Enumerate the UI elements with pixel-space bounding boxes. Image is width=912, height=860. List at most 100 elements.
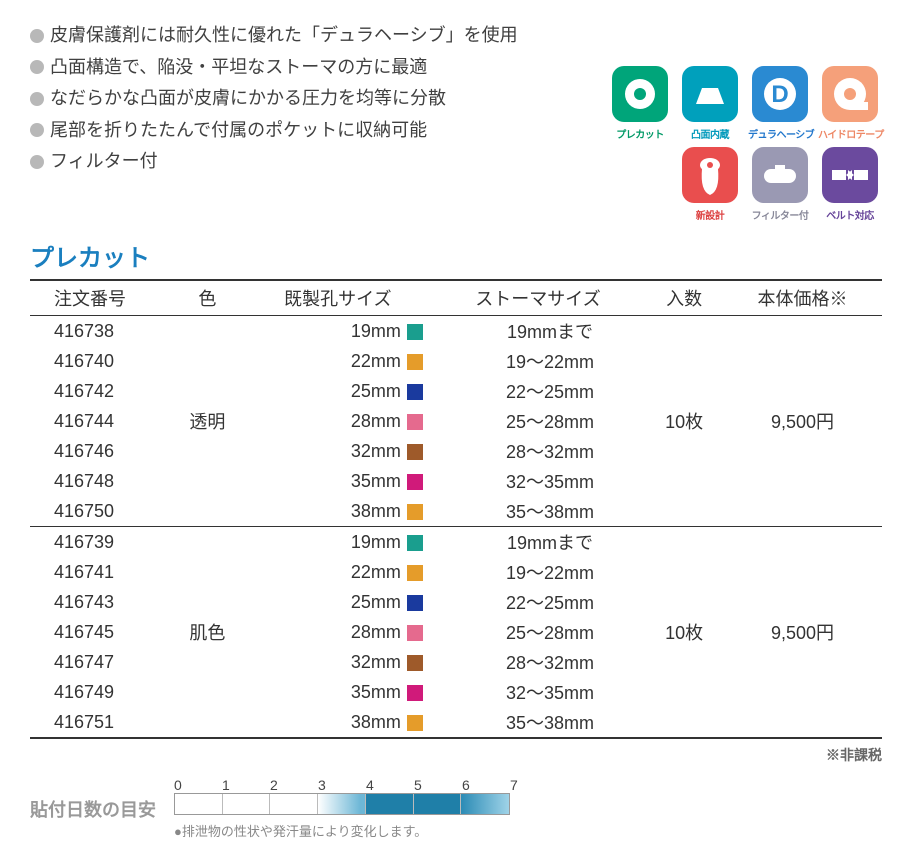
color-swatch xyxy=(407,595,423,611)
feature-icon-item: フィルター付 xyxy=(748,147,812,222)
order-number: 416739 xyxy=(30,527,170,558)
hole-size-cell: 32mm xyxy=(245,647,431,677)
凸面内蔵-icon xyxy=(682,66,738,122)
color-swatch xyxy=(407,535,423,551)
price-cell: 9,500円 xyxy=(723,316,882,527)
stoma-size-cell: 28～32mm xyxy=(431,647,645,677)
days-tick: 4 xyxy=(366,777,414,793)
feature-bullet: 尾部を折りたたんで付属のポケットに収納可能 xyxy=(30,115,592,147)
hole-size-cell: 35mm xyxy=(245,677,431,707)
days-segment xyxy=(366,794,414,814)
color-swatch xyxy=(407,565,423,581)
table-header: 本体価格※ xyxy=(723,280,882,316)
feature-icon-item: 新設計 xyxy=(678,147,742,222)
hole-size-cell: 32mm xyxy=(245,436,431,466)
feature-bullet: なだらかな凸面が皮膚にかかる圧力を均等に分散 xyxy=(30,83,592,115)
product-table: 注文番号色既製孔サイズストーマサイズ入数本体価格※ 416738透明19mm19… xyxy=(30,279,882,739)
color-swatch xyxy=(407,625,423,641)
stoma-size-cell: 32～35mm xyxy=(431,677,645,707)
price-cell: 9,500円 xyxy=(723,527,882,739)
stoma-size-cell: 19～22mm xyxy=(431,557,645,587)
新設計-icon xyxy=(682,147,738,203)
feature-icon-label: プレカット xyxy=(608,126,672,141)
days-tick: 5 xyxy=(414,777,462,793)
stoma-size-cell: 28～32mm xyxy=(431,436,645,466)
order-number: 416749 xyxy=(30,677,170,707)
quantity-cell: 10枚 xyxy=(645,527,723,739)
days-segment xyxy=(270,794,318,814)
svg-text:D: D xyxy=(771,81,788,108)
stoma-size-cell: 35～38mm xyxy=(431,707,645,738)
table-header: 既製孔サイズ xyxy=(245,280,431,316)
days-tick: 3 xyxy=(318,777,366,793)
days-note: ●排泄物の性状や発汗量により変化します。 xyxy=(174,821,558,840)
color-cell: 透明 xyxy=(170,316,245,527)
hole-size-cell: 28mm xyxy=(245,617,431,647)
order-number: 416748 xyxy=(30,466,170,496)
stoma-size-cell: 22～25mm xyxy=(431,587,645,617)
days-segment xyxy=(175,794,223,814)
color-swatch xyxy=(407,655,423,671)
stoma-size-cell: 19～22mm xyxy=(431,346,645,376)
price-footnote: ※非課税 xyxy=(30,745,882,765)
hole-size-cell: 25mm xyxy=(245,376,431,406)
days-tick: 7 xyxy=(510,777,558,793)
stoma-size-cell: 19mmまで xyxy=(431,527,645,558)
color-swatch xyxy=(407,715,423,731)
feature-icon-label: ベルト対応 xyxy=(818,207,882,222)
stoma-size-cell: 25～28mm xyxy=(431,617,645,647)
color-swatch xyxy=(407,504,423,520)
quantity-cell: 10枚 xyxy=(645,316,723,527)
hole-size-cell: 28mm xyxy=(245,406,431,436)
stoma-size-cell: 35～38mm xyxy=(431,496,645,527)
order-number: 416751 xyxy=(30,707,170,738)
order-number: 416742 xyxy=(30,376,170,406)
days-tick: 1 xyxy=(222,777,270,793)
color-swatch xyxy=(407,414,423,430)
days-guide: 貼付日数の目安 01234567 ●排泄物の性状や発汗量により変化します。 xyxy=(30,777,882,840)
hole-size-cell: 35mm xyxy=(245,466,431,496)
order-number: 416741 xyxy=(30,557,170,587)
table-row: 416739肌色19mm19mmまで10枚9,500円 xyxy=(30,527,882,558)
feature-icon-label: フィルター付 xyxy=(748,207,812,222)
feature-icon-item: ハイドロテープ xyxy=(818,66,882,141)
order-number: 416738 xyxy=(30,316,170,347)
ハイドロテープ-icon xyxy=(822,66,878,122)
table-header: ストーマサイズ xyxy=(431,280,645,316)
stoma-size-cell: 19mmまで xyxy=(431,316,645,347)
デュラヘーシブ-icon: D xyxy=(752,66,808,122)
ベルト対応-icon xyxy=(822,147,878,203)
hole-size-cell: 19mm xyxy=(245,316,431,347)
stoma-size-cell: 22～25mm xyxy=(431,376,645,406)
days-segment xyxy=(461,794,509,814)
color-swatch xyxy=(407,354,423,370)
order-number: 416744 xyxy=(30,406,170,436)
feature-icon-item: プレカット xyxy=(608,66,672,141)
order-number: 416745 xyxy=(30,617,170,647)
feature-bullet: 皮膚保護剤には耐久性に優れた「デュラヘーシブ」を使用 xyxy=(30,20,592,52)
section-title: プレカット xyxy=(30,238,882,273)
table-header: 入数 xyxy=(645,280,723,316)
table-row: 416738透明19mm19mmまで10枚9,500円 xyxy=(30,316,882,347)
days-tick: 2 xyxy=(270,777,318,793)
days-segment xyxy=(414,794,462,814)
order-number: 416746 xyxy=(30,436,170,466)
color-swatch xyxy=(407,384,423,400)
feature-bullet: フィルター付 xyxy=(30,146,592,178)
feature-icon-label: デュラヘーシブ xyxy=(748,126,812,141)
color-swatch xyxy=(407,685,423,701)
days-segment xyxy=(318,794,366,814)
stoma-size-cell: 32～35mm xyxy=(431,466,645,496)
order-number: 416750 xyxy=(30,496,170,527)
days-segment xyxy=(223,794,271,814)
プレカット-icon xyxy=(612,66,668,122)
feature-bullet-list: 皮膚保護剤には耐久性に優れた「デュラヘーシブ」を使用凸面構造で、陥没・平坦なスト… xyxy=(30,20,592,178)
hole-size-cell: 22mm xyxy=(245,557,431,587)
color-swatch xyxy=(407,444,423,460)
table-header: 色 xyxy=(170,280,245,316)
feature-icon-item: D デュラヘーシブ xyxy=(748,66,812,141)
color-swatch xyxy=(407,324,423,340)
hole-size-cell: 38mm xyxy=(245,707,431,738)
table-header: 注文番号 xyxy=(30,280,170,316)
feature-icon-label: 新設計 xyxy=(678,207,742,222)
